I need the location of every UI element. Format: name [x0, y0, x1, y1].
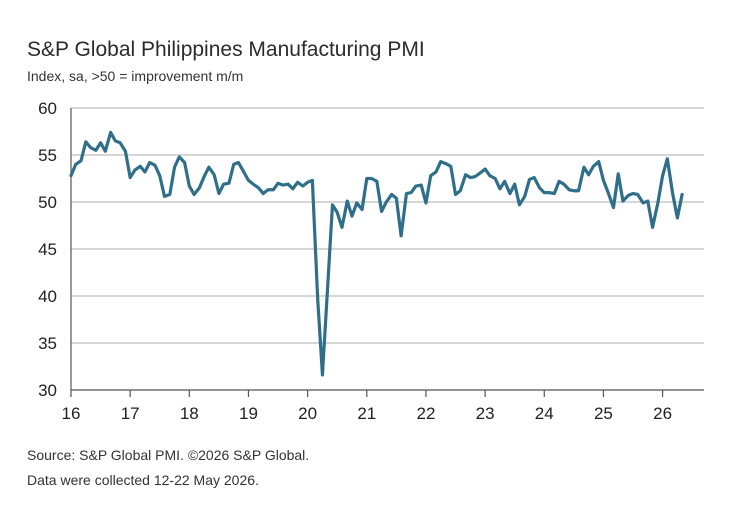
source-note: Source: S&P Global PMI. ©2026 S&P Global…	[27, 447, 310, 463]
x-tick-label-25: 25	[594, 404, 613, 423]
y-tick-label-35: 35	[38, 334, 57, 353]
chart-title: S&P Global Philippines Manufacturing PMI	[27, 38, 425, 61]
series-line-0	[69, 130, 684, 377]
y-tick-label-60: 60	[38, 99, 57, 118]
x-tick-labels: 16 17 18 19 20 21 22 23 24 25 26	[62, 404, 673, 423]
axes	[70, 108, 704, 397]
x-tick-label-16: 16	[62, 404, 81, 423]
x-tick-label-19: 19	[239, 404, 258, 423]
y-tick-label-45: 45	[38, 240, 57, 259]
x-tick-label-24: 24	[535, 404, 554, 423]
collection-note: Data were collected 12-22 May 2026.	[27, 472, 259, 488]
x-tick-label-18: 18	[180, 404, 199, 423]
series-layer	[69, 130, 684, 377]
y-tick-labels: 30 35 40 45 50 55 60	[38, 99, 57, 400]
x-tick-label-22: 22	[416, 404, 435, 423]
y-tick-label-30: 30	[38, 381, 57, 400]
y-tick-label-40: 40	[38, 287, 57, 306]
x-tick-label-17: 17	[121, 404, 140, 423]
y-tick-label-50: 50	[38, 193, 57, 212]
y-tick-label-55: 55	[38, 146, 57, 165]
x-tick-label-26: 26	[653, 404, 672, 423]
chart-subtitle: Index, sa, >50 = improvement m/m	[27, 68, 244, 84]
grid-lines	[71, 107, 704, 344]
x-tick-label-20: 20	[298, 404, 317, 423]
line-chart: 30 35 40 45 50 55 60 16 17 18 19 20 21 22 23 24 25 26	[38, 99, 704, 423]
x-tick-label-23: 23	[476, 404, 495, 423]
x-tick-label-21: 21	[357, 404, 376, 423]
